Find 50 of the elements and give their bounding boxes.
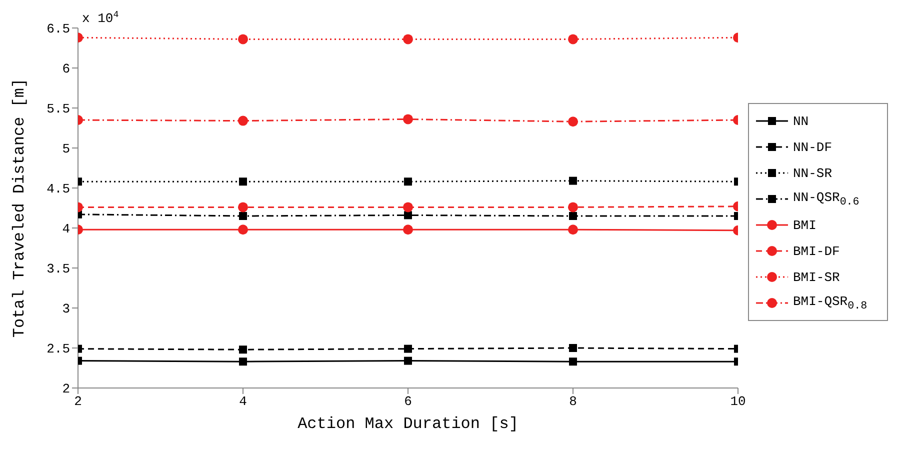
point [238,34,248,44]
y-tick-label: 2 [62,382,70,397]
y-tick-label: 5 [62,142,70,157]
point [238,224,248,235]
y-axis-title: Total Traveled Distance [m] [10,78,29,338]
x-axis-title: Action Max Duration [s] [298,415,518,433]
x-tick-label: 8 [569,394,577,410]
point [403,224,413,235]
point [239,178,247,186]
point [239,346,247,354]
point [238,116,248,126]
point [568,224,578,235]
y-tick-label: 6 [62,62,70,77]
y-tick-label: 4.5 [46,182,70,197]
point [569,344,577,352]
y-tick-label: 3.5 [46,262,70,277]
text: x 10$^{4}$ [82,8,119,26]
legend-label: BMI-QSR$_{0.8}$ [793,294,868,312]
legend-label: BMI [793,218,816,232]
legend-label: NN [793,114,809,128]
point [238,202,248,212]
y-tick-label: 2.5 [46,342,70,357]
legend-label: BMI-SR [793,270,840,284]
point [239,358,247,366]
x-tick-label: 2 [74,394,82,410]
point [404,344,412,353]
x-tick-label: 10 [730,394,746,410]
point [403,34,413,44]
y-tick-label: 3 [62,302,70,317]
point [569,212,577,220]
x-tick-label: 6 [404,394,412,410]
point [404,356,412,365]
legend-label: NN-DF [793,140,832,154]
point [404,211,412,220]
point [403,114,413,124]
point [239,212,247,220]
point [568,202,578,212]
point [403,202,413,212]
point [569,176,577,185]
legend-label: NN-QSR$_{0.6}$ [793,190,860,208]
y-tick-label: 4 [62,222,70,237]
y-tick-label: 6.5 [46,22,70,37]
y-tick-label: 5.5 [46,102,70,117]
x-tick-label: 4 [239,394,248,410]
point [569,358,577,366]
point [568,116,578,127]
point [568,34,578,44]
point [404,178,412,186]
legend-label: NN-SR [793,166,832,180]
legend-label: BMI-DF [793,244,840,258]
